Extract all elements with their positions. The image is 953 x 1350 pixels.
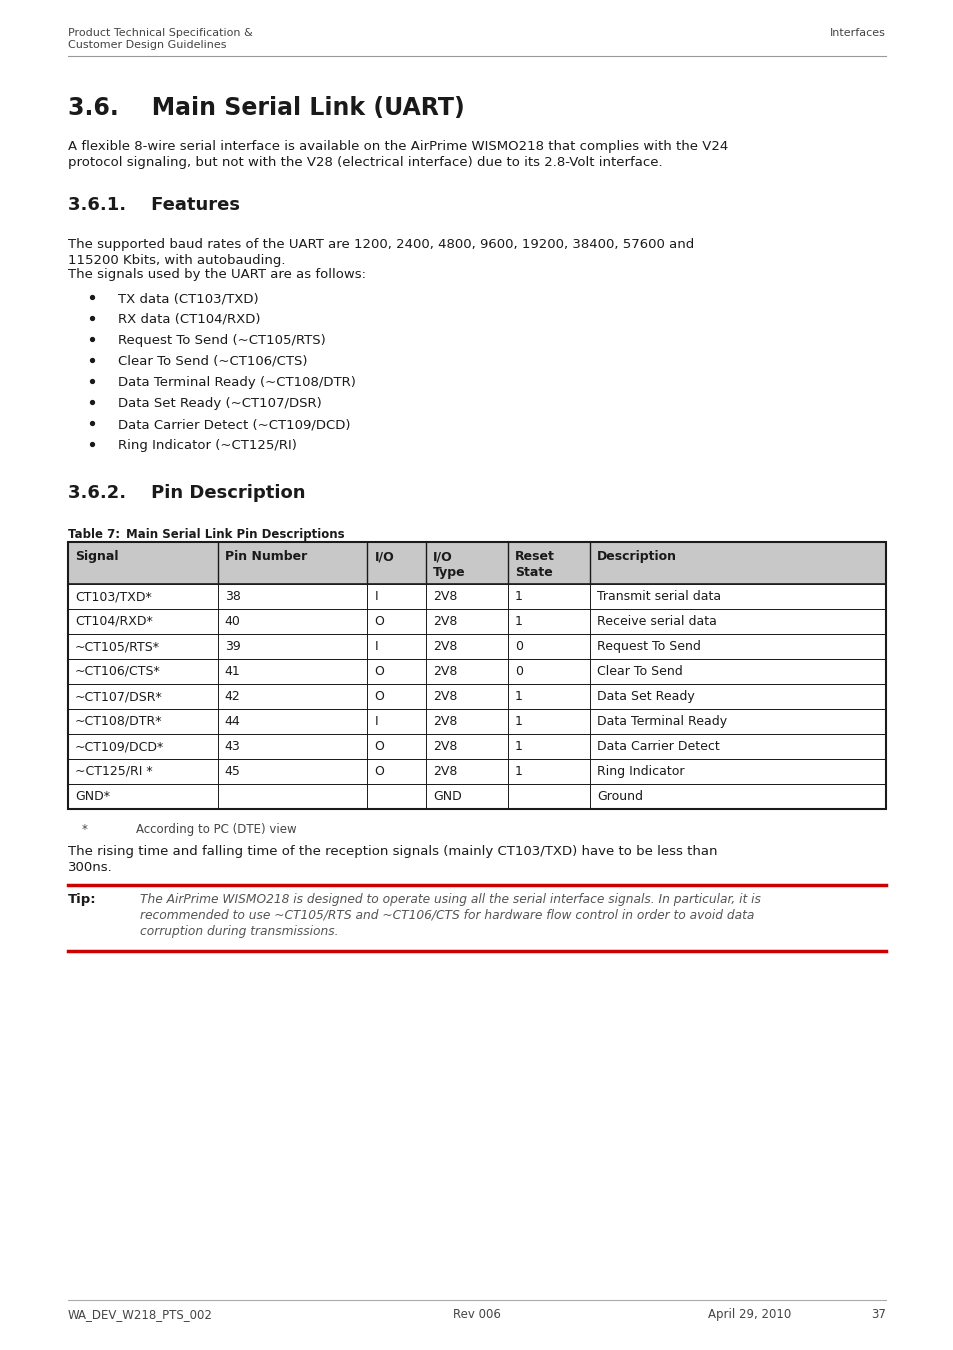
Text: O: O (374, 765, 384, 778)
Text: O: O (374, 616, 384, 628)
Bar (68, 609, 885, 634)
Text: 3.6.1.    Features: 3.6.1. Features (68, 196, 240, 215)
Text: The supported baud rates of the UART are 1200, 2400, 4800, 9600, 19200, 38400, 5: The supported baud rates of the UART are… (68, 238, 694, 267)
Text: The rising time and falling time of the reception signals (mainly CT103/TXD) hav: The rising time and falling time of the … (68, 845, 717, 873)
Text: ~CT107/DSR*: ~CT107/DSR* (75, 690, 163, 703)
Text: 2V8: 2V8 (433, 640, 457, 653)
Text: Request To Send: Request To Send (597, 640, 700, 653)
Text: Transmit serial data: Transmit serial data (597, 590, 720, 603)
Text: GND: GND (433, 790, 461, 803)
Text: Pin Number: Pin Number (225, 549, 307, 563)
Text: 2V8: 2V8 (433, 765, 457, 778)
Text: ~CT105/RTS*: ~CT105/RTS* (75, 640, 160, 653)
Text: Customer Design Guidelines: Customer Design Guidelines (68, 40, 226, 50)
Text: 41: 41 (225, 666, 240, 678)
Text: 2V8: 2V8 (433, 690, 457, 703)
Text: 40: 40 (225, 616, 240, 628)
Text: Receive serial data: Receive serial data (597, 616, 716, 628)
Bar (68, 784, 885, 809)
Text: WA_DEV_W218_PTS_002: WA_DEV_W218_PTS_002 (68, 1308, 213, 1322)
Text: Clear To Send (~CT106/CTS): Clear To Send (~CT106/CTS) (118, 355, 307, 369)
Text: 1: 1 (515, 765, 522, 778)
Text: Request To Send (~CT105/RTS): Request To Send (~CT105/RTS) (118, 333, 325, 347)
Text: Data Carrier Detect (~CT109/DCD): Data Carrier Detect (~CT109/DCD) (118, 418, 350, 431)
Text: 39: 39 (225, 640, 240, 653)
Text: ~CT106/CTS*: ~CT106/CTS* (75, 666, 161, 678)
Text: Product Technical Specification &: Product Technical Specification & (68, 28, 253, 38)
Bar (68, 659, 885, 684)
Text: 3.6.    Main Serial Link (UART): 3.6. Main Serial Link (UART) (68, 96, 464, 120)
Bar (68, 734, 885, 759)
Text: A flexible 8-wire serial interface is available on the AirPrime WISMO218 that co: A flexible 8-wire serial interface is av… (68, 140, 727, 169)
Text: 1: 1 (515, 616, 522, 628)
Text: Table 7:: Table 7: (68, 528, 120, 541)
Text: The AirPrime WISMO218 is designed to operate using all the serial interface sign: The AirPrime WISMO218 is designed to ope… (140, 892, 760, 938)
Text: April 29, 2010: April 29, 2010 (708, 1308, 791, 1322)
Text: 45: 45 (225, 765, 240, 778)
Text: The signals used by the UART are as follows:: The signals used by the UART are as foll… (68, 269, 366, 281)
Text: 0: 0 (515, 640, 522, 653)
Text: 2V8: 2V8 (433, 590, 457, 603)
Text: 1: 1 (515, 690, 522, 703)
Text: 37: 37 (870, 1308, 885, 1322)
Bar (68, 541, 885, 585)
Text: RX data (CT104/RXD): RX data (CT104/RXD) (118, 313, 260, 325)
Text: Data Set Ready (~CT107/DSR): Data Set Ready (~CT107/DSR) (118, 397, 321, 410)
Text: 42: 42 (225, 690, 240, 703)
Text: Interfaces: Interfaces (829, 28, 885, 38)
Text: 2V8: 2V8 (433, 740, 457, 753)
Text: 1: 1 (515, 740, 522, 753)
Text: O: O (374, 666, 384, 678)
Text: CT103/TXD*: CT103/TXD* (75, 590, 152, 603)
Text: Tip:: Tip: (68, 892, 96, 906)
Text: Ring Indicator: Ring Indicator (597, 765, 683, 778)
Bar (68, 541, 885, 809)
Text: I/O
Type: I/O Type (433, 549, 465, 579)
Text: ~CT125/RI *: ~CT125/RI * (75, 765, 152, 778)
Text: 44: 44 (225, 716, 240, 728)
Bar (68, 759, 885, 784)
Text: Description: Description (597, 549, 677, 563)
Bar (68, 634, 885, 659)
Text: GND*: GND* (75, 790, 110, 803)
Text: 1: 1 (515, 590, 522, 603)
Text: Ground: Ground (597, 790, 642, 803)
Bar (68, 709, 885, 734)
Text: 38: 38 (225, 590, 240, 603)
Text: *: * (82, 824, 88, 836)
Text: O: O (374, 740, 384, 753)
Text: ~CT108/DTR*: ~CT108/DTR* (75, 716, 162, 728)
Text: I: I (374, 716, 377, 728)
Text: 2V8: 2V8 (433, 666, 457, 678)
Bar (68, 684, 885, 709)
Text: 0: 0 (515, 666, 522, 678)
Text: Clear To Send: Clear To Send (597, 666, 682, 678)
Text: 43: 43 (225, 740, 240, 753)
Text: 3.6.2.    Pin Description: 3.6.2. Pin Description (68, 485, 305, 502)
Text: 2V8: 2V8 (433, 716, 457, 728)
Text: O: O (374, 690, 384, 703)
Text: Rev 006: Rev 006 (453, 1308, 500, 1322)
Text: According to PC (DTE) view: According to PC (DTE) view (136, 824, 296, 836)
Text: Reset
State: Reset State (515, 549, 555, 579)
Text: Main Serial Link Pin Descriptions: Main Serial Link Pin Descriptions (126, 528, 344, 541)
Text: 2V8: 2V8 (433, 616, 457, 628)
Text: Data Carrier Detect: Data Carrier Detect (597, 740, 719, 753)
Text: Ring Indicator (~CT125/RI): Ring Indicator (~CT125/RI) (118, 439, 296, 452)
Text: 1: 1 (515, 716, 522, 728)
Bar (68, 585, 885, 609)
Text: Signal: Signal (75, 549, 118, 563)
Text: Data Terminal Ready (~CT108/DTR): Data Terminal Ready (~CT108/DTR) (118, 377, 355, 389)
Text: I: I (374, 590, 377, 603)
Text: CT104/RXD*: CT104/RXD* (75, 616, 152, 628)
Text: ~CT109/DCD*: ~CT109/DCD* (75, 740, 164, 753)
Text: I/O: I/O (374, 549, 394, 563)
Text: Data Terminal Ready: Data Terminal Ready (597, 716, 726, 728)
Text: Data Set Ready: Data Set Ready (597, 690, 694, 703)
Text: I: I (374, 640, 377, 653)
Text: TX data (CT103/TXD): TX data (CT103/TXD) (118, 292, 258, 305)
